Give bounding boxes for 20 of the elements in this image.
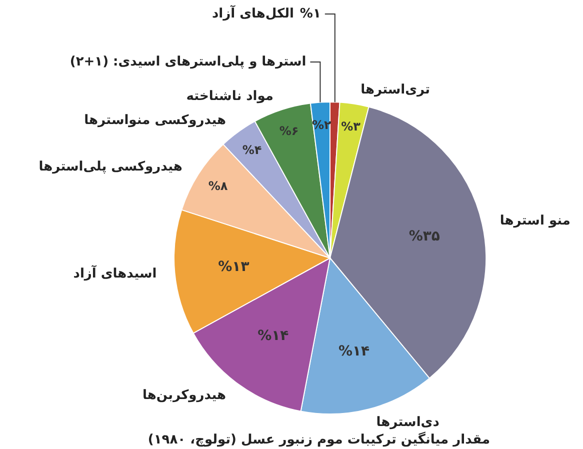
slice-label: مواد ناشناخته bbox=[186, 88, 274, 104]
slice-label: هیدروکسی پلی‌استرها bbox=[38, 159, 182, 174]
slice-label: منو استرها bbox=[500, 213, 570, 228]
slice-label: دی‌استرها bbox=[376, 415, 440, 430]
data-label: %۴ bbox=[242, 143, 262, 158]
data-label: %۱۴ bbox=[258, 328, 290, 344]
data-label: %۱۴ bbox=[338, 344, 370, 360]
data-label: %۱۳ bbox=[218, 258, 250, 275]
text: مقدار میانگین ترکیبات موم زنبور عسل (تولوچ، ۱۹۸۰) bbox=[148, 432, 490, 448]
slice-label: استرها و پلی‌استرهای اسیدی: (۱+۲) bbox=[70, 54, 306, 70]
slice-label: اسیدهای آزاد bbox=[73, 264, 157, 282]
slice-label: تری‌استرها bbox=[360, 82, 430, 98]
slice-label: هیدروکربن‌ها bbox=[142, 388, 226, 404]
data-label: %۳۵ bbox=[408, 228, 440, 245]
slice-label: هیدروکسی منواسترها bbox=[84, 113, 226, 128]
slice-label: الکل‌های آزاد bbox=[212, 4, 294, 22]
data-label: %۳ bbox=[341, 119, 362, 134]
data-label: %۱ bbox=[300, 6, 321, 22]
data-label: %۶ bbox=[279, 124, 299, 138]
data-label: %۸ bbox=[208, 179, 228, 194]
